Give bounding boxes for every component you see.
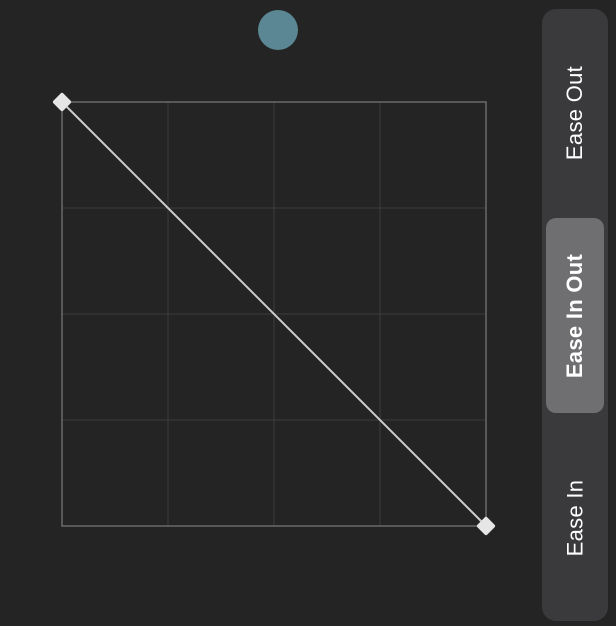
- easing-option-label: Ease Out: [562, 65, 587, 161]
- curve-editor: [52, 92, 496, 536]
- curve-handle-start[interactable]: [52, 92, 72, 112]
- easing-option-label: Ease In: [562, 479, 587, 557]
- easing-segmented-control: Ease Out Ease In Out Ease In: [542, 9, 608, 621]
- animation-preview-dot: [258, 10, 298, 50]
- easing-option-label: Ease In Out: [562, 253, 587, 378]
- curve-handle-end[interactable]: [476, 516, 496, 536]
- easing-option-ease-in-out[interactable]: Ease In Out: [546, 218, 604, 413]
- curve-editor-border: [61, 101, 487, 527]
- easing-curve: [61, 101, 487, 527]
- easing-option-ease-in[interactable]: Ease In: [546, 419, 604, 617]
- easing-option-ease-out[interactable]: Ease Out: [546, 13, 604, 213]
